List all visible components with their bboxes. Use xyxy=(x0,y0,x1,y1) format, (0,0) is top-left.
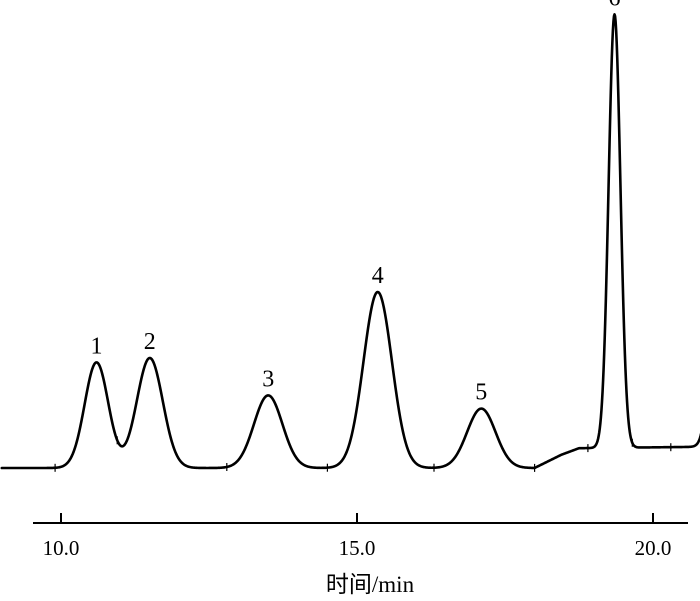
x-tick-label: 10.0 xyxy=(43,536,80,560)
peak-label-6: 6 xyxy=(609,0,621,11)
peak-label-1: 1 xyxy=(91,333,103,359)
chromatogram-trace xyxy=(0,13,700,470)
peak-labels: 123456789 xyxy=(91,0,621,406)
peak-label-3: 3 xyxy=(262,366,274,392)
x-axis-title: 时间/min xyxy=(326,572,415,597)
peak-label-2: 2 xyxy=(144,329,156,355)
peak-label-4: 4 xyxy=(372,263,384,289)
integration-marks-layer xyxy=(54,436,672,472)
x-tick-label: 15.0 xyxy=(339,536,376,560)
peak-label-5: 5 xyxy=(475,380,487,406)
x-tick-label: 20.0 xyxy=(635,536,672,560)
x-axis-ticks: 10.015.020.025.030.0 xyxy=(43,513,672,560)
